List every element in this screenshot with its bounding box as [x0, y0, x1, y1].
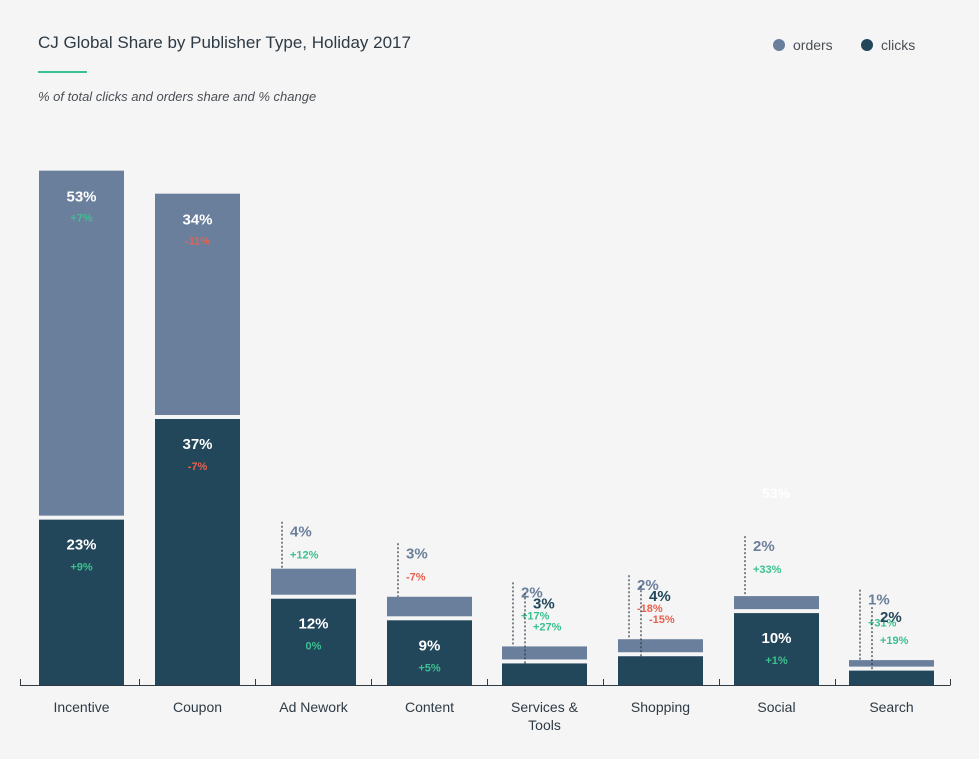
bar-orders — [502, 646, 587, 660]
orders-value-label: 2% — [753, 538, 775, 555]
bar-orders — [734, 596, 819, 610]
bar-clicks — [155, 419, 240, 685]
bar-orders — [155, 193, 240, 415]
clicks-change-label: 0% — [306, 641, 322, 653]
bar-clicks — [387, 620, 472, 685]
bar-clicks — [271, 598, 356, 685]
title-underline — [38, 71, 87, 73]
bar-clicks — [734, 613, 819, 685]
x-tick-label: Social — [757, 699, 795, 715]
x-tick-label: Incentive — [53, 699, 109, 715]
x-tick-label: Ad Nework — [279, 699, 348, 715]
orders-legend-dot — [773, 39, 785, 51]
x-tick-label: Search — [869, 699, 913, 715]
orders-value-label: 2% — [521, 584, 543, 601]
bar-clicks — [849, 670, 934, 685]
orders-value-label: 34% — [182, 212, 212, 229]
clicks-value-label: 23% — [66, 537, 96, 554]
axis-layer: Incentive Coupon Ad Nework Content Services … — [20, 679, 951, 733]
bar-clicks — [39, 519, 124, 685]
orders-change-label: +12% — [290, 550, 319, 562]
stray-label: 53% — [762, 485, 791, 501]
bar-clicks — [502, 663, 587, 685]
legend-item-orders: orders — [773, 37, 833, 53]
clicks-change-label: +27% — [533, 621, 562, 633]
bar-orders — [849, 660, 934, 667]
chart-subtitle: % of total clicks and orders share and %… — [38, 89, 317, 104]
clicks-change-label: +1% — [765, 655, 788, 667]
clicks-change-label: -15% — [649, 614, 675, 626]
clicks-legend-label: clicks — [881, 37, 916, 53]
orders-change-label: -18% — [637, 603, 663, 615]
legend-item-clicks: clicks — [861, 37, 915, 53]
orders-legend-label: orders — [793, 37, 833, 53]
clicks-change-label: -7% — [188, 461, 208, 473]
bar-orders — [39, 170, 124, 516]
orders-change-label: -11% — [185, 236, 210, 248]
clicks-change-label: +19% — [880, 635, 909, 647]
clicks-value-label: 9% — [419, 637, 441, 654]
x-tick-label: Shopping — [631, 699, 690, 715]
bar-orders — [618, 639, 703, 653]
orders-value-label: 2% — [637, 577, 659, 594]
chart-title: CJ Global Share by Publisher Type, Holid… — [38, 33, 411, 52]
bar-orders — [271, 568, 356, 595]
clicks-value-label: 37% — [182, 436, 212, 453]
clicks-value-label: 4% — [649, 588, 671, 605]
clicks-value-label: 2% — [880, 609, 902, 626]
clicks-legend-dot — [861, 39, 873, 51]
x-tick-label: Content — [405, 699, 454, 715]
bars-layer — [39, 170, 934, 685]
orders-change-label: -7% — [406, 571, 426, 583]
clicks-value-label: 10% — [761, 630, 791, 647]
orders-change-label: +17% — [521, 610, 550, 622]
orders-change-label: +33% — [753, 564, 782, 576]
clicks-change-label: +9% — [70, 562, 93, 574]
bar-orders — [387, 596, 472, 617]
clicks-change-label: +5% — [418, 662, 441, 674]
clicks-value-label: 3% — [533, 595, 555, 612]
orders-value-label: 1% — [868, 592, 890, 609]
orders-value-label: 3% — [406, 545, 428, 562]
x-tick-label: Services & — [511, 699, 579, 715]
bar-clicks — [618, 656, 703, 685]
orders-value-label: 4% — [290, 524, 312, 541]
labels-layer: 53% +7% 23% +9% 34% -11% 37% -7% 4% +12% 12% 0% 3% -7… — [66, 189, 908, 675]
clicks-value-label: 12% — [298, 616, 328, 633]
orders-value-label: 53% — [66, 189, 96, 206]
orders-change-label: +31% — [868, 618, 897, 630]
x-tick-label: Tools — [528, 717, 561, 733]
orders-change-label: +7% — [70, 213, 93, 225]
x-tick-label: Coupon — [173, 699, 222, 715]
